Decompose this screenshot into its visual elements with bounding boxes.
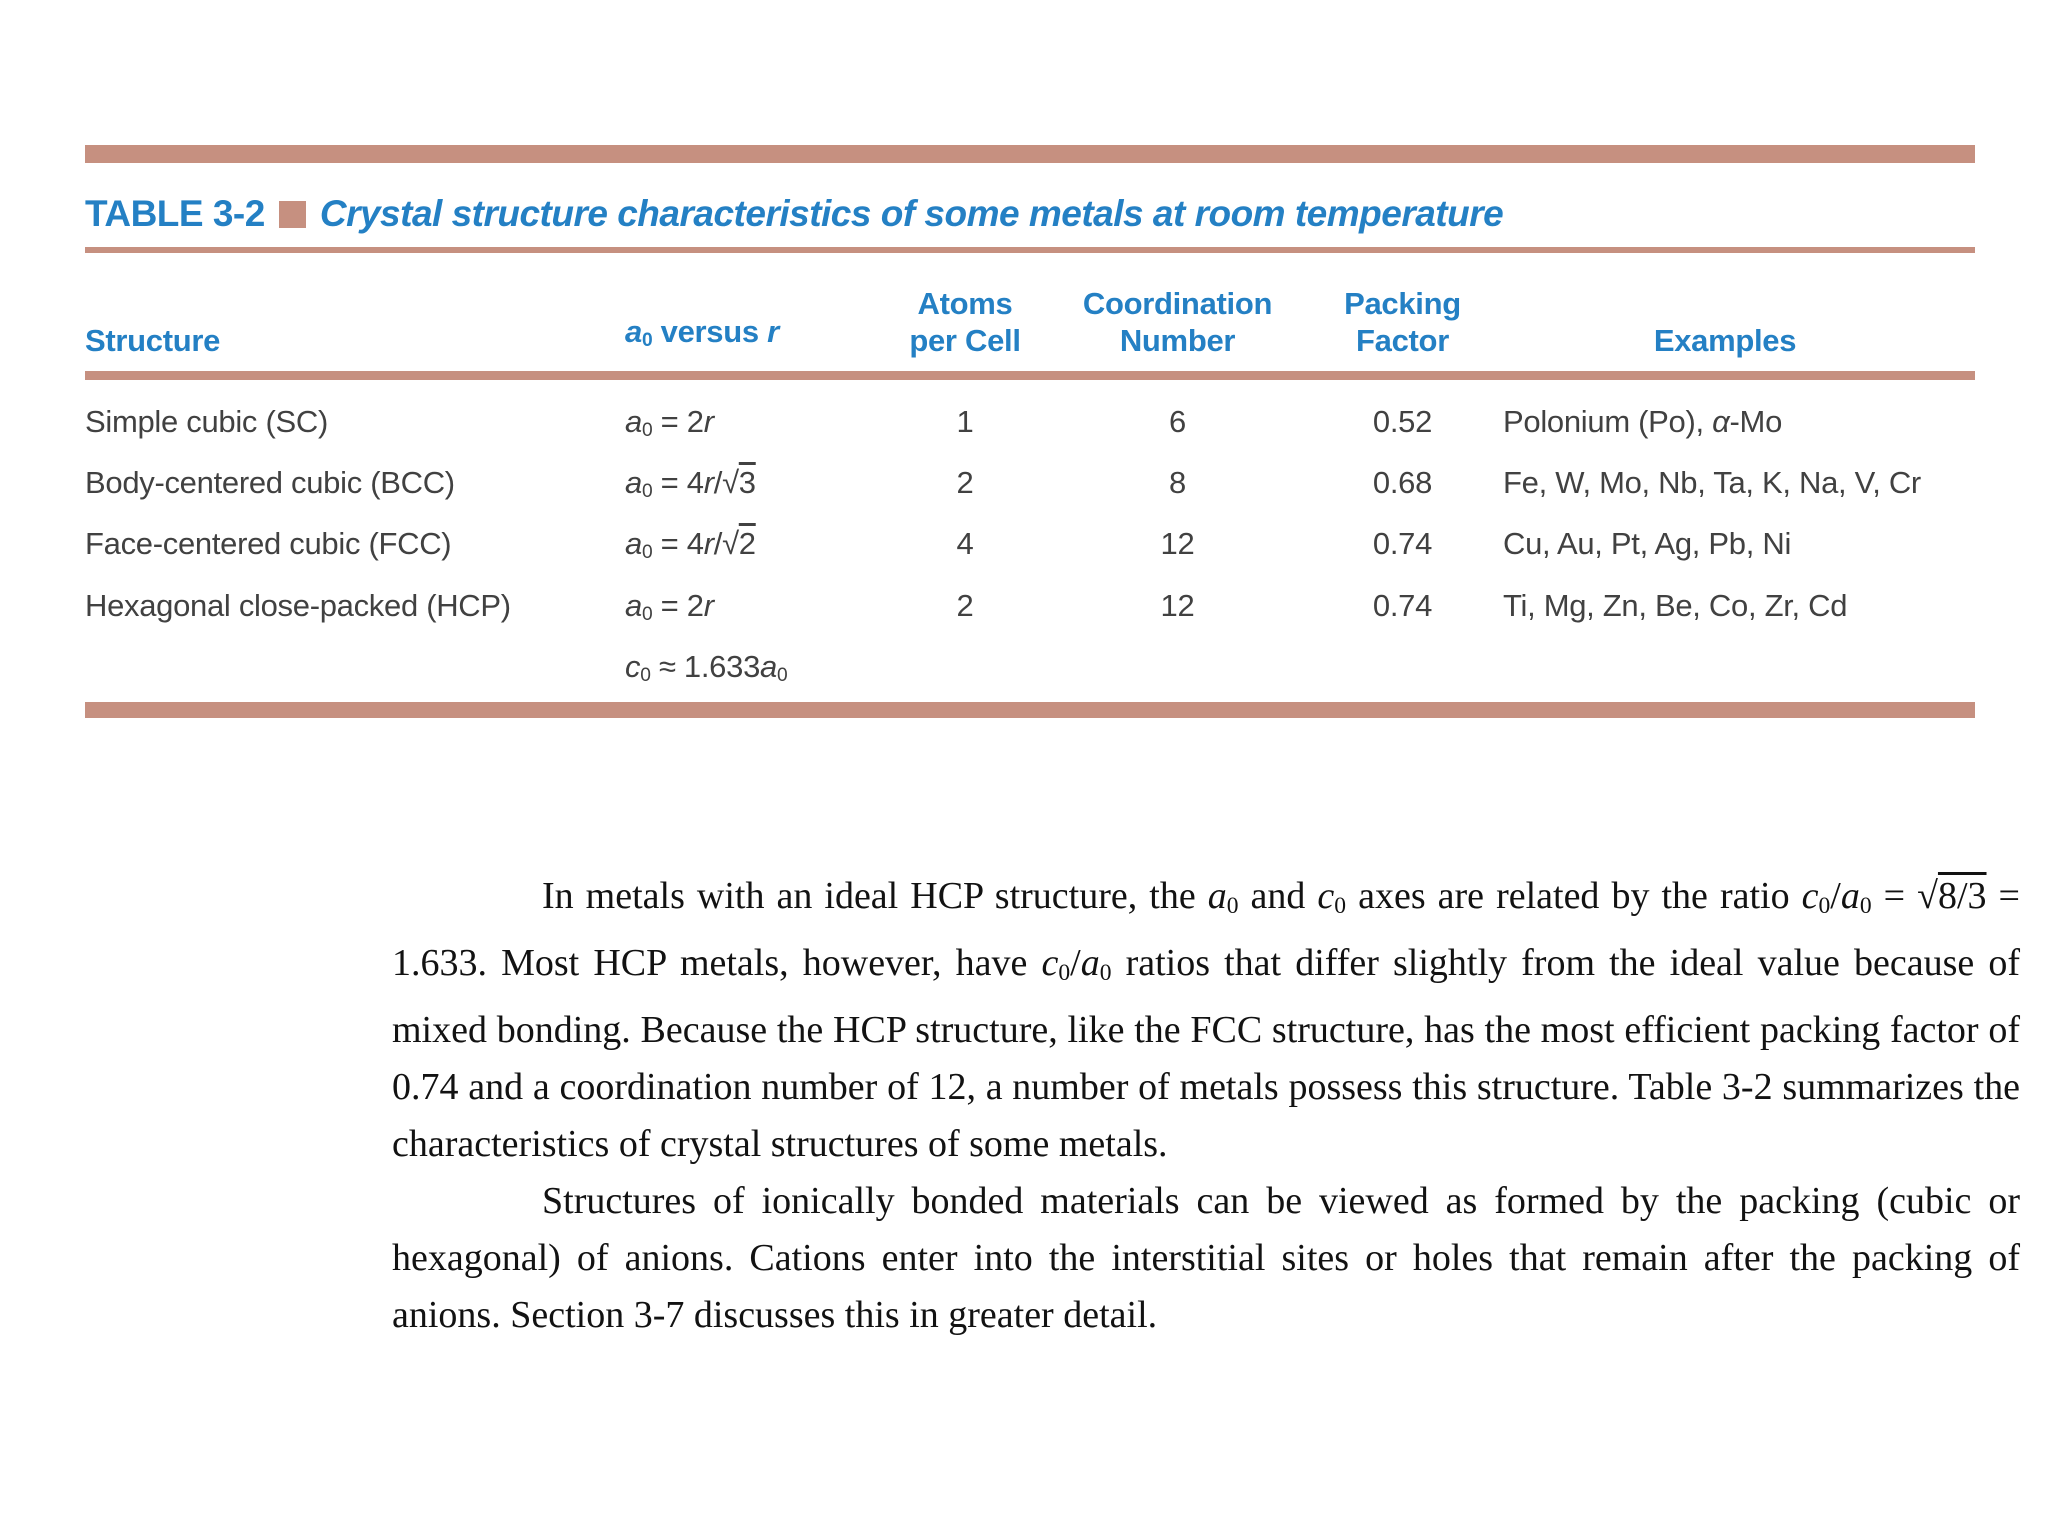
cell-packing-factor: 0.52 bbox=[1372, 404, 1433, 439]
cell-coordination-number: 8 bbox=[1169, 465, 1186, 501]
column-header-atoms-per-cell: Atoms per Cell bbox=[909, 286, 1021, 358]
cell-examples: Cu, Au, Pt, Ag, Pb, Ni bbox=[1503, 526, 1792, 562]
cell-atoms-per-cell: 1 bbox=[956, 404, 974, 439]
cell-coordination-number: 6 bbox=[1169, 404, 1186, 439]
cell-coordination-number: 12 bbox=[1160, 526, 1195, 562]
cell-structure: Simple cubic (SC) bbox=[85, 404, 328, 439]
table-3-2: TABLE 3-2 Crystal structure characterist… bbox=[85, 145, 1975, 719]
table-body: Simple cubic (SC) a0 = 2r 1 6 0.52 Polon… bbox=[85, 380, 1975, 702]
table-top-bar bbox=[85, 145, 1975, 163]
table-bottom-bar bbox=[85, 702, 1975, 719]
column-header-a0-versus-r: a0 versus r bbox=[625, 313, 779, 351]
empty-cell bbox=[85, 641, 625, 702]
cell-examples: Ti, Mg, Zn, Be, Co, Zr, Cd bbox=[1503, 587, 1848, 623]
cell-packing-factor: 0.74 bbox=[1372, 587, 1433, 623]
table-header-row: Structure a0 versus r Atoms per Cell Coo… bbox=[85, 277, 1975, 359]
cell-examples: Fe, W, Mo, Nb, Ta, K, Na, V, Cr bbox=[1503, 465, 1921, 501]
table-rule-thin bbox=[85, 247, 1975, 253]
column-header-coordination-number: Coordination Number bbox=[1082, 286, 1273, 358]
cell-a0-versus-r: a0 = 4r/√2 bbox=[625, 526, 756, 564]
table-footnote-row: c0 ≈ 1.633a0 bbox=[85, 641, 1975, 702]
cell-packing-factor: 0.68 bbox=[1372, 465, 1433, 501]
square-bullet-icon bbox=[278, 200, 306, 228]
cell-a0-versus-r: a0 = 2r bbox=[625, 587, 714, 625]
table-row: Body-centered cubic (BCC) a0 = 4r/√3 2 8… bbox=[85, 457, 1975, 518]
cell-examples: Polonium (Po), α-Mo bbox=[1503, 404, 1783, 439]
table-row: Face-centered cubic (FCC) a0 = 4r/√2 4 1… bbox=[85, 518, 1975, 579]
body-text: In metals with an ideal HCP structure, t… bbox=[392, 868, 2020, 1344]
cell-c0-formula: c0 ≈ 1.633a0 bbox=[625, 648, 788, 687]
cell-atoms-per-cell: 4 bbox=[956, 526, 974, 562]
table-label: TABLE 3-2 bbox=[85, 193, 265, 234]
cell-a0-versus-r: a0 = 4r/√3 bbox=[625, 465, 756, 503]
cell-a0-versus-r: a0 = 2r bbox=[625, 404, 714, 442]
cell-coordination-number: 12 bbox=[1160, 587, 1195, 623]
cell-structure: Body-centered cubic (BCC) bbox=[85, 465, 455, 501]
table-caption: TABLE 3-2 Crystal structure characterist… bbox=[85, 193, 1975, 235]
cell-atoms-per-cell: 2 bbox=[956, 465, 974, 501]
paragraph-ionic-structures: Structures of ionically bonded materials… bbox=[392, 1180, 2020, 1337]
column-header-examples: Examples bbox=[1653, 323, 1797, 358]
column-header-packing-factor: Packing Factor bbox=[1344, 286, 1461, 358]
cell-structure: Face-centered cubic (FCC) bbox=[85, 526, 452, 562]
cell-atoms-per-cell: 2 bbox=[956, 587, 974, 623]
table-rule-mid bbox=[85, 371, 1975, 380]
table-row: Hexagonal close-packed (HCP) a0 = 2r 2 1… bbox=[85, 580, 1975, 641]
table-title: Crystal structure characteristics of som… bbox=[319, 193, 1504, 234]
table-row: Simple cubic (SC) a0 = 2r 1 6 0.52 Polon… bbox=[85, 396, 1975, 457]
column-header-structure: Structure bbox=[85, 323, 221, 358]
cell-structure: Hexagonal close-packed (HCP) bbox=[85, 587, 511, 623]
paragraph-hcp-ratio: In metals with an ideal HCP structure, t… bbox=[392, 875, 2020, 1166]
cell-packing-factor: 0.74 bbox=[1372, 526, 1433, 562]
